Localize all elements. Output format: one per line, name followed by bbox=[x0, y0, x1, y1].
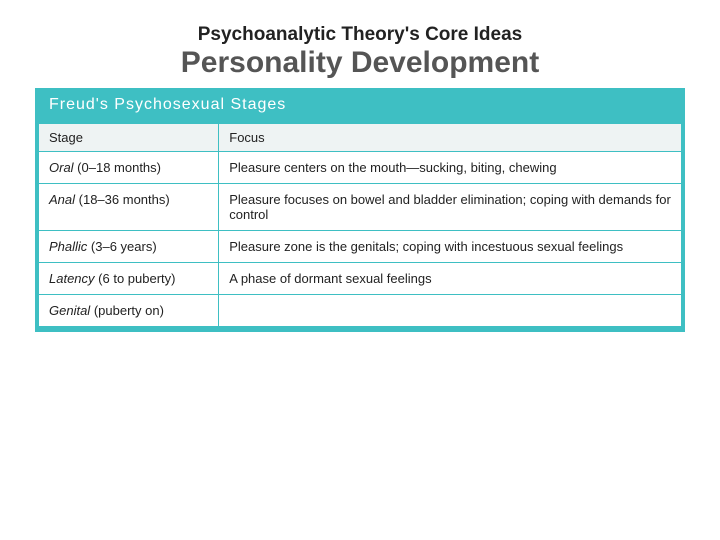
col-header-stage: Stage bbox=[39, 124, 219, 152]
table-heading: Freud's Psychosexual Stages bbox=[39, 88, 681, 124]
stage-cell: Latency (6 to puberty) bbox=[39, 263, 219, 295]
stages-table: Stage Focus Oral (0–18 months) Pleasure … bbox=[39, 124, 681, 326]
stage-range: (6 to puberty) bbox=[95, 271, 176, 286]
stage-name: Genital bbox=[49, 303, 90, 318]
focus-cell: A phase of dormant sexual feelings bbox=[219, 263, 681, 295]
focus-cell bbox=[219, 295, 681, 327]
stage-name: Oral bbox=[49, 160, 74, 175]
focus-cell: Pleasure focuses on bowel and bladder el… bbox=[219, 184, 681, 231]
slide-title: Personality Development bbox=[35, 46, 685, 80]
table-row: Phallic (3–6 years) Pleasure zone is the… bbox=[39, 231, 681, 263]
stage-range: (0–18 months) bbox=[74, 160, 161, 175]
stage-range: (3–6 years) bbox=[87, 239, 156, 254]
stage-name: Latency bbox=[49, 271, 95, 286]
stage-name: Phallic bbox=[49, 239, 87, 254]
col-header-focus: Focus bbox=[219, 124, 681, 152]
table-row: Anal (18–36 months) Pleasure focuses on … bbox=[39, 184, 681, 231]
table-header-row: Stage Focus bbox=[39, 124, 681, 152]
stage-range: (puberty on) bbox=[90, 303, 164, 318]
stage-cell: Anal (18–36 months) bbox=[39, 184, 219, 231]
stage-name: Anal bbox=[49, 192, 75, 207]
slide-subtitle: Psychoanalytic Theory's Core Ideas bbox=[35, 24, 685, 46]
focus-cell: Pleasure zone is the genitals; coping wi… bbox=[219, 231, 681, 263]
stage-range: (18–36 months) bbox=[75, 192, 170, 207]
stage-cell: Phallic (3–6 years) bbox=[39, 231, 219, 263]
focus-cell: Pleasure centers on the mouth—sucking, b… bbox=[219, 152, 681, 184]
psychosexual-stages-table: Freud's Psychosexual Stages Stage Focus … bbox=[35, 88, 685, 332]
table-row: Oral (0–18 months) Pleasure centers on t… bbox=[39, 152, 681, 184]
stage-cell: Genital (puberty on) bbox=[39, 295, 219, 327]
table-row: Genital (puberty on) bbox=[39, 295, 681, 327]
table-row: Latency (6 to puberty) A phase of dorman… bbox=[39, 263, 681, 295]
stage-cell: Oral (0–18 months) bbox=[39, 152, 219, 184]
slide: Psychoanalytic Theory's Core Ideas Perso… bbox=[0, 0, 720, 540]
